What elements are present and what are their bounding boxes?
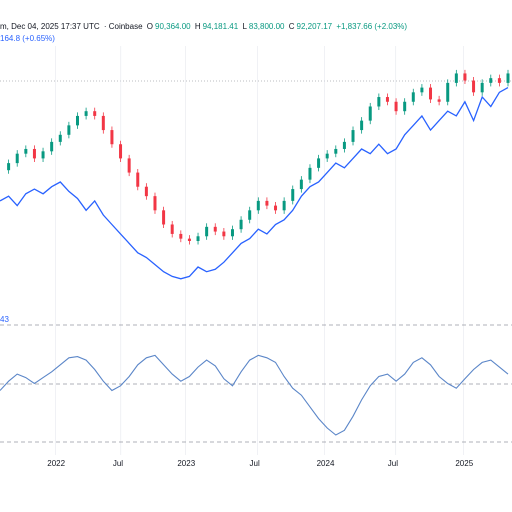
candle-down (274, 205, 278, 211)
candle-up (351, 130, 355, 142)
candle-up (282, 200, 286, 211)
candle-up (506, 73, 510, 83)
close-value: 92,207.17 (296, 22, 333, 31)
candles-group (7, 69, 510, 245)
x-tick-label: Jul (112, 459, 124, 468)
comparison-value: 164.8 (+0.65%) (0, 34, 55, 43)
candle-down (497, 78, 501, 83)
candle-up (480, 82, 484, 93)
candle-down (187, 238, 191, 241)
comparison-legend: 164.8 (+0.65%) (0, 34, 57, 44)
candle-up (360, 120, 364, 131)
candle-up (84, 111, 88, 116)
candle-up (420, 87, 424, 93)
candle-up (454, 73, 458, 83)
candle-down (394, 101, 398, 112)
candle-down (170, 224, 174, 234)
candle-up (403, 101, 407, 112)
candle-down (101, 115, 105, 131)
high-value: 94,181.41 (202, 22, 239, 31)
header-date: m, Dec 04, 2025 17:37 UTC (0, 22, 100, 31)
candle-up (24, 148, 28, 154)
x-tick-label: 2022 (47, 459, 66, 468)
candle-down (472, 80, 476, 93)
candle-up (41, 151, 45, 159)
candle-up (230, 229, 234, 237)
candle-down (119, 144, 123, 159)
open-value: 90,364.00 (155, 22, 191, 31)
candle-down (136, 172, 140, 187)
candle-up (325, 153, 329, 159)
change-value: +1,837.66 (+2.03%) (336, 22, 408, 31)
candle-up (58, 134, 62, 142)
candle-up (299, 179, 303, 190)
candle-down (153, 196, 157, 211)
header-source: · Coinbase (103, 22, 143, 31)
candle-down (385, 97, 389, 102)
candle-down (32, 148, 36, 159)
close-label: C (288, 22, 295, 31)
candle-down (144, 186, 148, 197)
candle-down (429, 87, 433, 100)
x-tick-label: 2023 (177, 459, 196, 468)
candle-down (110, 130, 114, 145)
candle-down (179, 233, 183, 239)
candle-up (317, 158, 321, 168)
candle-up (50, 141, 54, 152)
candle-down (437, 99, 441, 102)
high-label: H (194, 22, 201, 31)
candle-up (67, 125, 71, 135)
candle-up (489, 78, 493, 83)
candle-down (222, 231, 226, 237)
candle-up (368, 106, 372, 121)
candle-down (162, 210, 166, 225)
open-label: O (146, 22, 153, 31)
candle-up (411, 92, 415, 102)
low-label: L (242, 22, 247, 31)
candle-up (205, 226, 209, 237)
candle-up (256, 200, 260, 211)
low-value: 83,800.00 (248, 22, 285, 31)
ohlc-legend: m, Dec 04, 2025 17:37 UTC · Coinbase O 90… (0, 22, 409, 32)
grid-lines (55, 46, 464, 455)
candle-down (213, 226, 217, 232)
candle-up (7, 163, 11, 171)
comparison-line (0, 87, 509, 280)
x-tick-label: 2024 (316, 459, 335, 468)
candle-up (75, 115, 79, 126)
candle-up (446, 82, 450, 102)
candle-up (308, 167, 312, 180)
candle-up (239, 219, 243, 230)
x-tick-label: Jul (387, 459, 398, 468)
candle-up (248, 210, 252, 220)
indicator-label: 43 (0, 315, 9, 324)
x-tick-label: 2025 (455, 459, 474, 468)
candle-down (463, 73, 467, 81)
candle-up (15, 153, 19, 164)
x-tick-label: Jul (249, 459, 260, 468)
candle-up (342, 141, 346, 149)
indicator-line (0, 354, 509, 436)
candle-up (334, 148, 338, 154)
chart-header: m, Dec 04, 2025 17:37 UTC · Coinbase O 90… (0, 0, 512, 46)
candle-up (291, 189, 295, 201)
candle-up (196, 236, 200, 241)
candle-down (265, 200, 269, 206)
candle-up (377, 97, 381, 107)
candle-down (93, 111, 97, 116)
candle-down (127, 158, 131, 173)
